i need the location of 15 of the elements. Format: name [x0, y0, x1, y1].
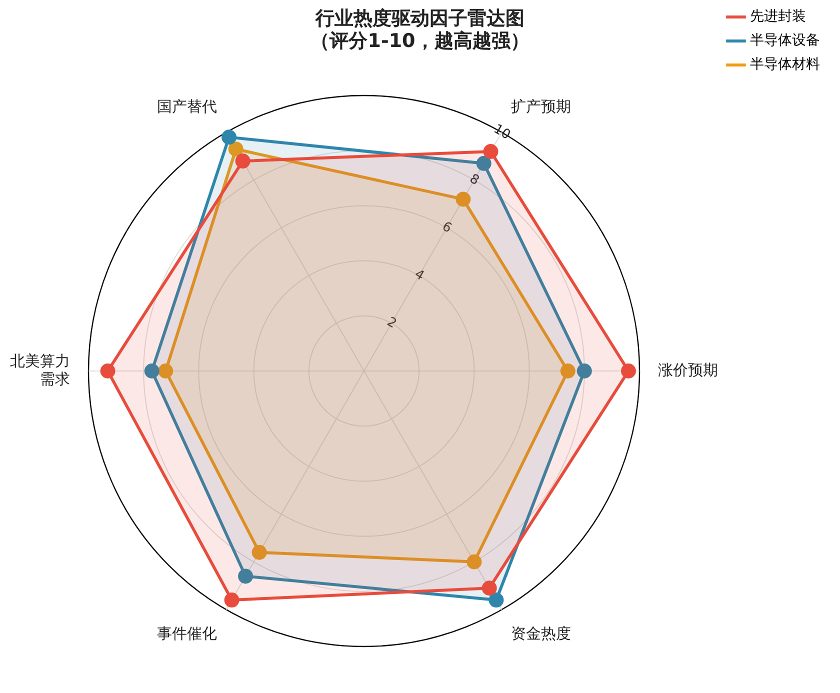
y-tick-label: 4	[412, 266, 426, 284]
spoke-label: 事件催化	[157, 624, 217, 642]
legend-label: 半导体设备	[750, 32, 820, 49]
spoke-label: 资金热度	[511, 624, 571, 642]
y-tick-label: 8	[466, 171, 482, 189]
legend-label: 先进封装	[750, 8, 806, 25]
spoke-label: 北美算力需求	[10, 352, 70, 388]
y-tick-label: 10	[490, 122, 513, 143]
text: 行业热度驱动因子雷达图（评分1-10，越高越强）	[310, 7, 530, 52]
spoke-label: 国产替代	[157, 97, 217, 116]
y-tick-label: 2	[384, 314, 399, 332]
spoke-label: 涨价预期	[658, 360, 718, 379]
y-tick-label: 6	[439, 219, 454, 236]
legend-label: 半导体材料	[750, 56, 820, 73]
spoke-label: 扩产预期	[511, 97, 571, 116]
